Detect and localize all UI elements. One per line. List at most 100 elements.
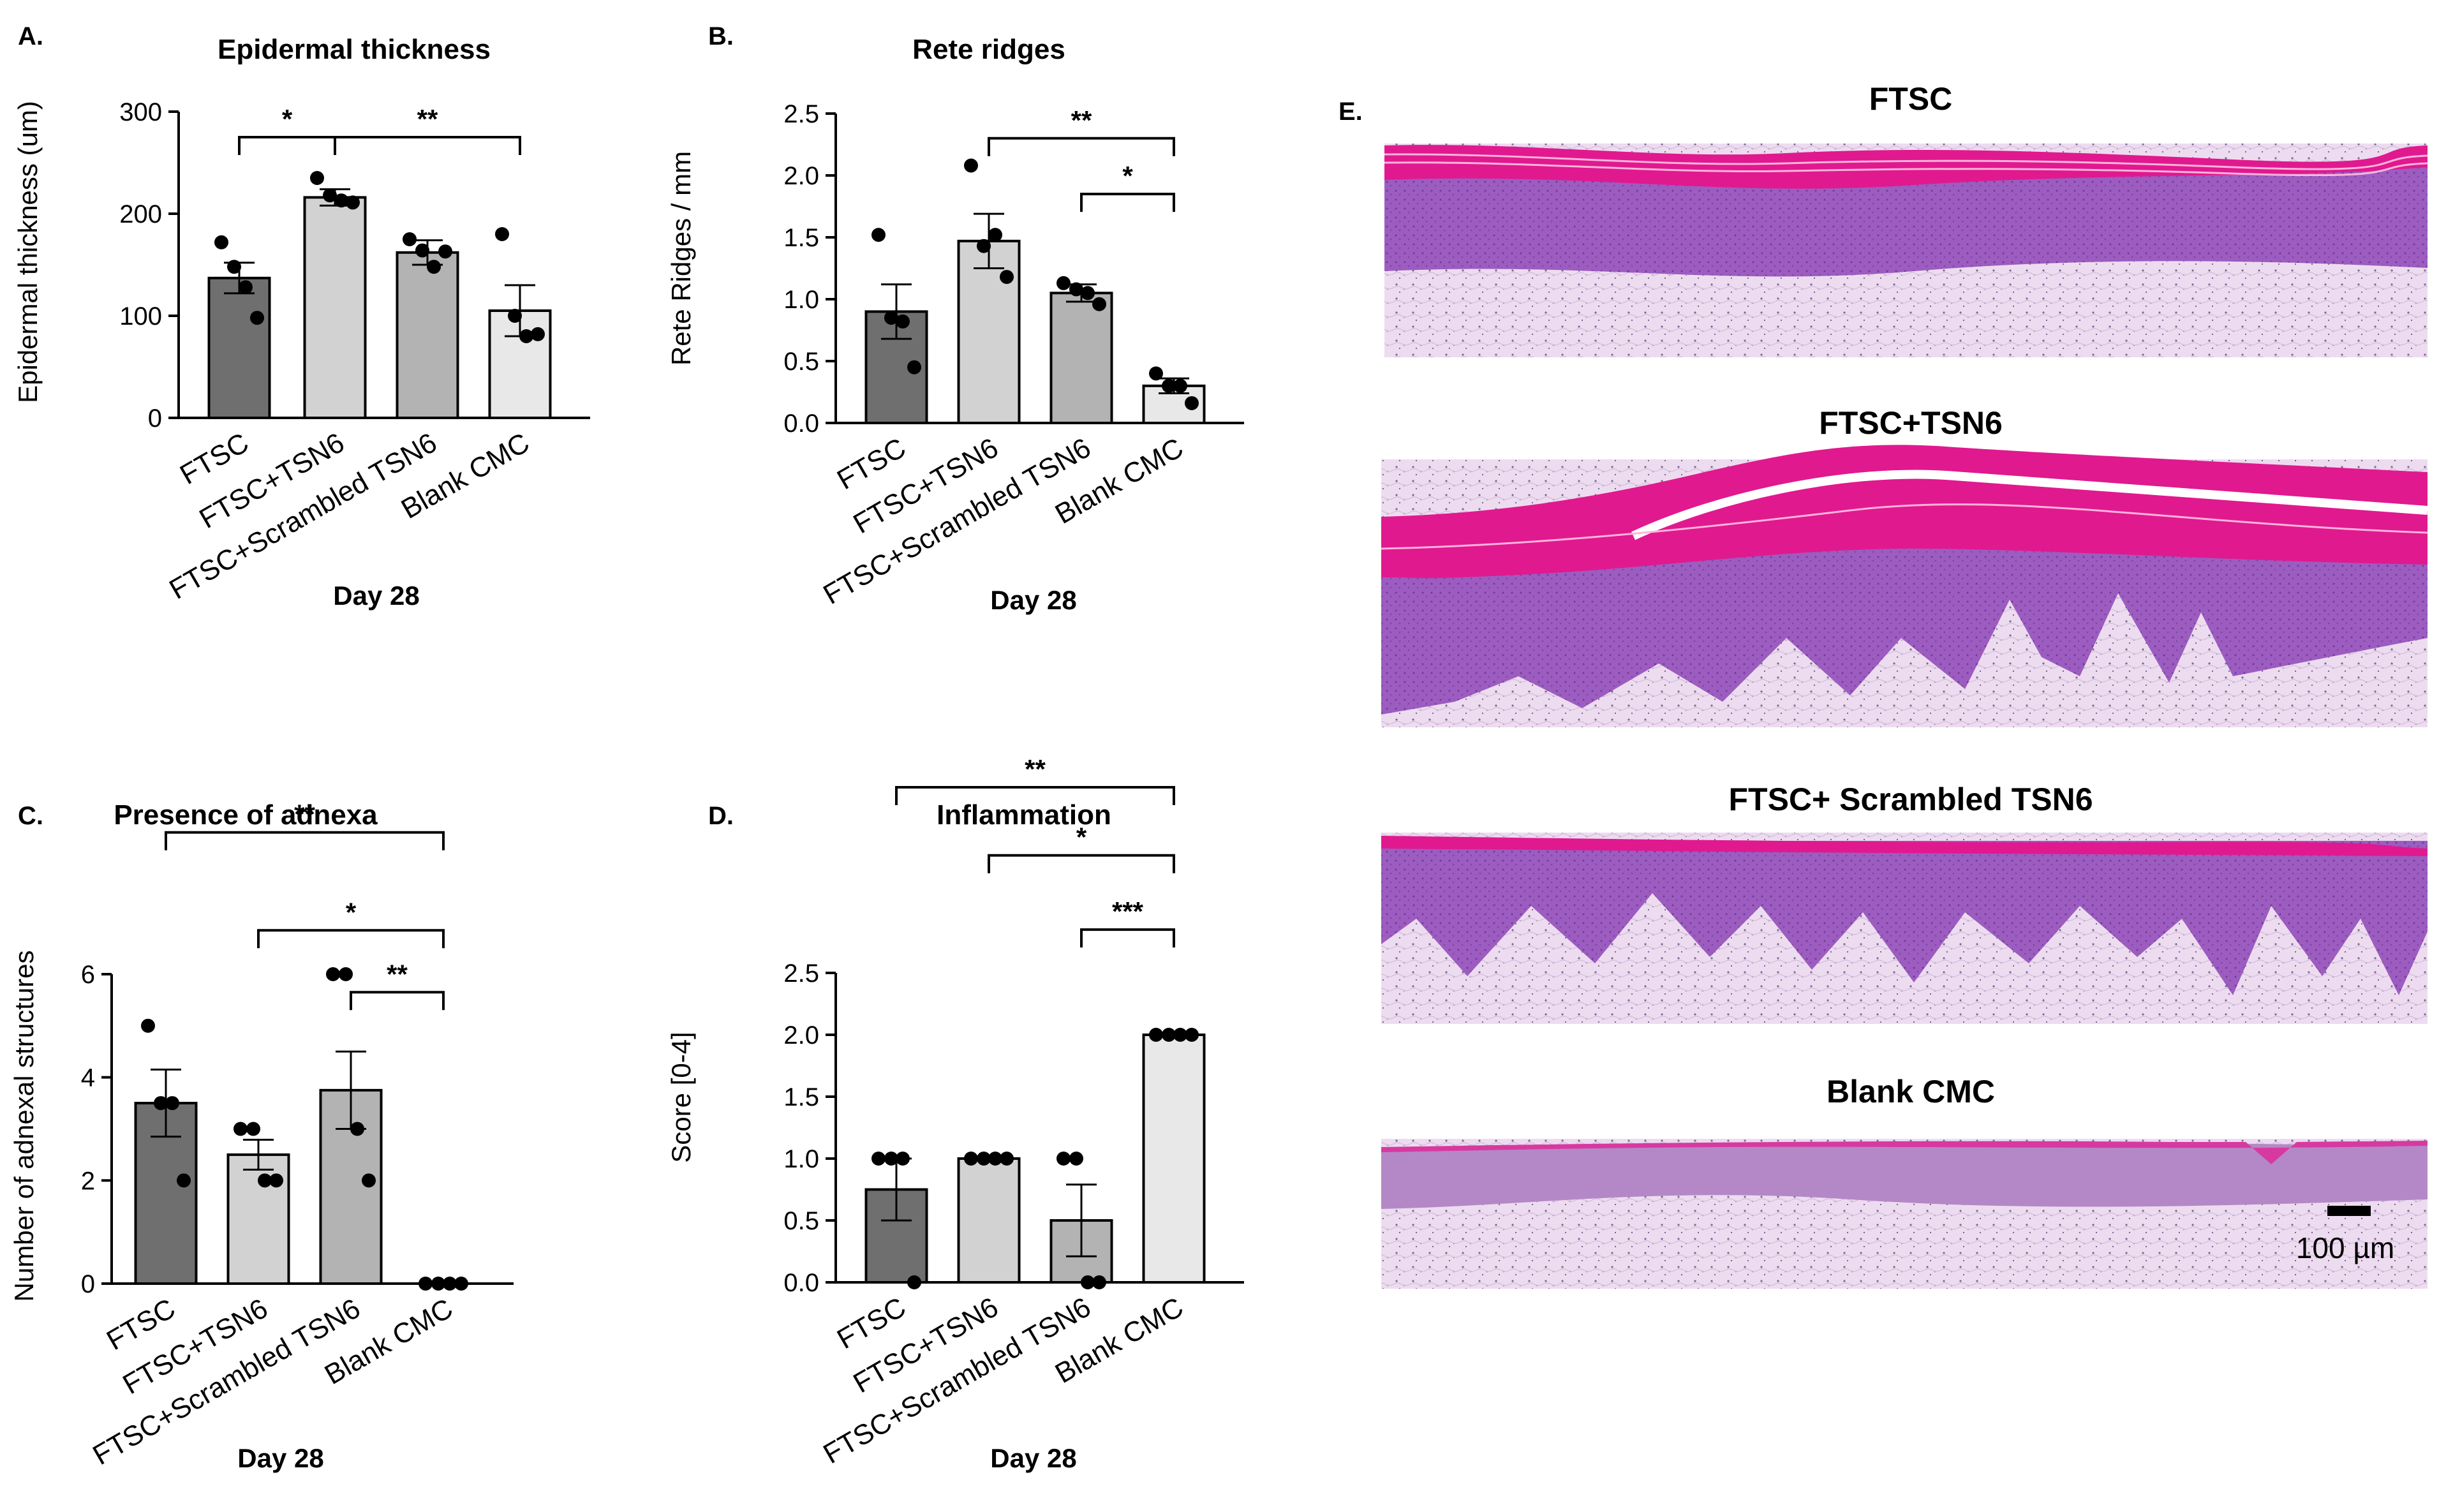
chart-a-data-point (415, 243, 429, 258)
chart-d-data-point (1162, 1028, 1176, 1042)
chart-d-data-point (988, 1152, 1002, 1166)
chart-a-bar (396, 251, 459, 419)
chart-a-data-point (239, 280, 253, 295)
chart-b-data-point (1185, 396, 1199, 410)
chart-b-data-point (988, 228, 1002, 242)
chart-d-y-axis-label: Score [0-4] (666, 1032, 696, 1162)
chart-c-y-tick-label: 0 (81, 1270, 95, 1298)
histology-image-ftsc (1384, 144, 2428, 357)
chart-b-y-tick-label: 2.0 (783, 162, 819, 190)
chart-b-data-point (1056, 276, 1071, 290)
chart-c-y-tick-label: 4 (81, 1064, 95, 1092)
chart-b-data-point (1081, 286, 1095, 300)
chart-a-significance-label: ** (417, 104, 438, 134)
chart-b-data-point (1069, 282, 1083, 297)
chart-a-y-tick-label: 0 (148, 404, 162, 433)
histology-title-blank-cmc: Blank CMC (1827, 1074, 1995, 1109)
chart-c-y-tick-label: 6 (81, 961, 95, 989)
chart-d-data-point (1149, 1028, 1163, 1042)
chart-b-data-point (896, 314, 910, 329)
histology-image-blank-cmc (1381, 1139, 2428, 1289)
chart-c-panel-letter: C. (18, 802, 43, 830)
chart-b-data-point (964, 158, 978, 173)
chart-a-y-tick-label: 100 (119, 302, 162, 330)
chart-a-data-point (427, 260, 441, 274)
chart-a-bar (207, 276, 271, 419)
chart-d-data-point (896, 1152, 910, 1166)
chart-b-significance-label: * (1122, 161, 1133, 191)
chart-a-bar (303, 196, 367, 419)
chart-b-data-point (1162, 378, 1176, 393)
chart-a-panel-letter: A. (18, 22, 43, 50)
chart-a-significance-bracket (238, 136, 336, 155)
chart-a-data-point (403, 232, 417, 246)
chart-d-data-point (907, 1275, 921, 1289)
panel-e-letter: E. (1338, 98, 1363, 126)
chart-d-significance-label: *** (1112, 896, 1144, 926)
chart-d-data-point (977, 1152, 991, 1166)
chart-a-data-point (334, 193, 348, 208)
chart-c-data-point (258, 1173, 272, 1188)
chart-c-bar (226, 1153, 290, 1285)
chart-d-bar (957, 1157, 1021, 1284)
chart-d-bar (1142, 1034, 1206, 1284)
chart-d-title: Inflammation (937, 799, 1111, 831)
chart-b-y-tick-label: 1.5 (783, 224, 819, 252)
chart-a-data-point (310, 171, 324, 185)
chart-b-data-point (1173, 378, 1187, 393)
chart-a-data-point (531, 327, 545, 341)
chart-c-data-point (246, 1122, 260, 1136)
chart-c-data-point (234, 1122, 248, 1136)
chart-c-significance-bracket (350, 991, 445, 1011)
chart-d-y-tick-label: 2.5 (783, 960, 819, 988)
scale-bar-label: 100 µm (2296, 1231, 2394, 1264)
chart-b-data-point (977, 239, 991, 253)
chart-d-significance-bracket (988, 854, 1175, 873)
chart-d-data-point (871, 1152, 886, 1166)
chart-d-y-tick-label: 2.0 (783, 1021, 819, 1049)
chart-c-data-point (165, 1096, 179, 1111)
chart-a-data-point (519, 329, 533, 343)
chart-a-data-point (250, 311, 264, 325)
chart-b-bar (1049, 292, 1113, 424)
chart-b-y-tick-label: 0.0 (783, 410, 819, 438)
chart-b-significance-bracket (1080, 193, 1175, 212)
chart-b-data-point (884, 311, 898, 325)
chart-c-y-tick-label: 2 (81, 1167, 95, 1195)
chart-d-axes: 0.0 0.5 1.0 1.5 2.0 2.5 (783, 960, 1244, 1297)
chart-a-axes: 0 100 200 300 (119, 98, 590, 433)
chart-c-data-point (419, 1277, 433, 1291)
histology-title-ftsc: FTSC (1869, 81, 1953, 117)
chart-b-significance-bracket (988, 137, 1175, 156)
chart-d-data-point (1185, 1028, 1199, 1042)
chart-c-significance-bracket (165, 831, 445, 850)
chart-c-significance-label: ** (387, 959, 408, 989)
chart-c-significance-label: ** (294, 799, 315, 829)
chart-d-significance-bracket (895, 786, 1175, 805)
chart-a-data-point (495, 227, 509, 241)
histology-title-ftsc-scrambled-tsn6: FTSC+ Scrambled TSN6 (1729, 782, 2093, 817)
chart-b-y-tick-label: 0.5 (783, 348, 819, 376)
chart-d-data-point (964, 1152, 978, 1166)
chart-a-title: Epidermal thickness (218, 34, 491, 65)
chart-b-y-tick-label: 1.0 (783, 286, 819, 314)
chart-c-significance-bracket (257, 929, 445, 949)
chart-d-significance-label: * (1076, 822, 1087, 852)
chart-b-data-point (1000, 270, 1014, 285)
chart-c-data-point (177, 1173, 191, 1188)
chart-d-y-tick-label: 1.0 (783, 1145, 819, 1173)
chart-c-data-point (339, 967, 353, 981)
chart-a-significance-label: * (282, 104, 293, 134)
chart-c-data-point (431, 1277, 445, 1291)
chart-c-data-point (269, 1173, 283, 1188)
chart-d-x-axis-label: Day 28 (990, 1443, 1076, 1473)
chart-b-data-point (1092, 297, 1106, 311)
chart-c-x-axis-label: Day 28 (237, 1443, 323, 1473)
chart-d-significance-label: ** (1025, 754, 1046, 784)
chart-a-data-point (438, 244, 452, 259)
chart-a-data-point (214, 235, 228, 249)
chart-d-data-point (1092, 1275, 1106, 1289)
chart-c-data-point (362, 1173, 376, 1188)
chart-c-data-point (350, 1122, 364, 1136)
chart-b-significance-label: ** (1071, 105, 1092, 135)
